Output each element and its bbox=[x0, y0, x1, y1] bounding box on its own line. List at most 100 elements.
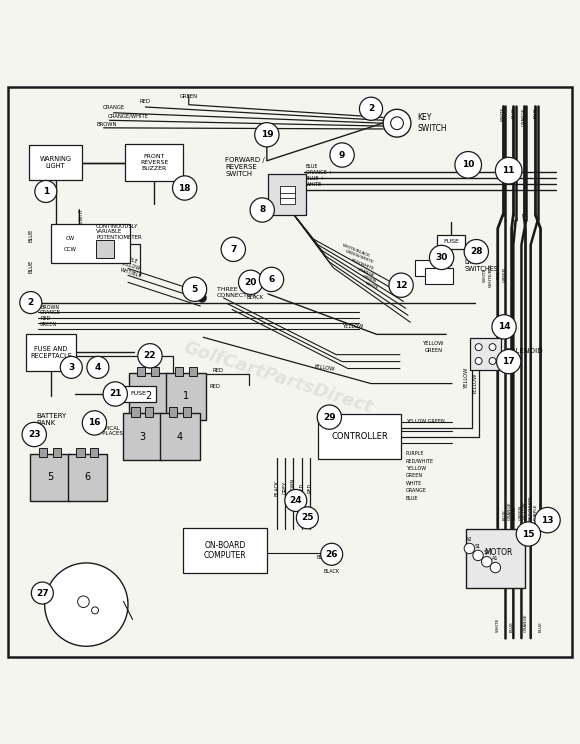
Text: TYPICAL
5 PLACES: TYPICAL 5 PLACES bbox=[96, 426, 122, 437]
Text: ORANGE: ORANGE bbox=[103, 106, 125, 110]
Circle shape bbox=[495, 157, 522, 184]
Text: RED/WHITE: RED/WHITE bbox=[350, 258, 375, 272]
Text: BLUE: BLUE bbox=[539, 621, 542, 632]
Text: LIMIT
SWITCHES: LIMIT SWITCHES bbox=[465, 259, 499, 272]
FancyBboxPatch shape bbox=[77, 447, 85, 458]
Text: 6: 6 bbox=[269, 275, 274, 284]
FancyBboxPatch shape bbox=[268, 174, 306, 216]
Text: RED: RED bbox=[299, 483, 304, 493]
Text: BROWN: BROWN bbox=[40, 304, 59, 310]
Text: 20: 20 bbox=[244, 278, 257, 287]
Text: WHITE: WHITE bbox=[306, 182, 322, 187]
Text: MOTOR: MOTOR bbox=[484, 548, 513, 557]
Text: ORANGE: ORANGE bbox=[357, 267, 375, 278]
Text: 30: 30 bbox=[436, 253, 448, 262]
Text: 22: 22 bbox=[144, 351, 156, 360]
FancyBboxPatch shape bbox=[188, 367, 197, 376]
Text: GolfCartPartsDirect: GolfCartPartsDirect bbox=[182, 339, 375, 417]
Text: BLUE: BLUE bbox=[512, 107, 516, 118]
FancyBboxPatch shape bbox=[425, 268, 453, 284]
Text: FRONT
REVERSE
BUZZER: FRONT REVERSE BUZZER bbox=[140, 154, 168, 171]
Text: RED: RED bbox=[212, 368, 223, 373]
Text: BLACK: BLACK bbox=[275, 480, 280, 496]
Text: GREEN: GREEN bbox=[361, 275, 376, 284]
Text: PURPLE: PURPLE bbox=[406, 451, 424, 455]
Text: BLUE: BLUE bbox=[28, 259, 33, 272]
FancyBboxPatch shape bbox=[280, 191, 295, 199]
FancyBboxPatch shape bbox=[183, 527, 267, 573]
Circle shape bbox=[391, 117, 404, 129]
Text: BLUE: BLUE bbox=[406, 496, 418, 501]
Text: 15: 15 bbox=[522, 530, 535, 539]
Text: FUSE: FUSE bbox=[130, 391, 146, 397]
Text: YELLOW: YELLOW bbox=[423, 341, 444, 346]
Circle shape bbox=[516, 522, 541, 546]
FancyBboxPatch shape bbox=[169, 407, 177, 417]
Text: ON-BOARD
COMPUTER: ON-BOARD COMPUTER bbox=[204, 540, 246, 560]
Text: SOLENOID: SOLENOID bbox=[506, 348, 543, 354]
Text: WHITE: WHITE bbox=[364, 281, 379, 290]
Text: 8: 8 bbox=[259, 205, 266, 214]
Text: BLACK: BLACK bbox=[69, 622, 89, 627]
Text: 2: 2 bbox=[145, 391, 151, 401]
Text: ORANGE: ORANGE bbox=[40, 310, 61, 315]
Text: ORANGE +: ORANGE + bbox=[306, 170, 332, 176]
Text: WHITE: WHITE bbox=[501, 107, 505, 121]
FancyBboxPatch shape bbox=[151, 367, 160, 376]
Text: 29: 29 bbox=[323, 413, 336, 422]
Text: 11: 11 bbox=[502, 166, 515, 175]
FancyBboxPatch shape bbox=[137, 367, 146, 376]
Circle shape bbox=[182, 277, 206, 301]
Text: YELLOW: YELLOW bbox=[406, 466, 426, 470]
Text: BROWN: BROWN bbox=[291, 478, 295, 497]
Text: GREEN: GREEN bbox=[180, 94, 198, 99]
Circle shape bbox=[31, 582, 53, 604]
Circle shape bbox=[259, 267, 284, 292]
Text: YELLOW: YELLOW bbox=[314, 364, 336, 372]
Text: CW: CW bbox=[66, 237, 75, 241]
Text: WHITE/BLK: WHITE/BLK bbox=[490, 263, 494, 286]
Circle shape bbox=[60, 356, 82, 379]
Text: BROWN: BROWN bbox=[96, 122, 117, 126]
Text: A2: A2 bbox=[466, 536, 473, 542]
Circle shape bbox=[330, 143, 354, 167]
FancyBboxPatch shape bbox=[26, 334, 77, 371]
Text: PURPLE: PURPLE bbox=[119, 254, 139, 264]
FancyBboxPatch shape bbox=[30, 454, 70, 501]
Circle shape bbox=[255, 123, 279, 147]
Text: YELLOW: YELLOW bbox=[464, 367, 469, 388]
Text: 19: 19 bbox=[260, 130, 273, 139]
Circle shape bbox=[492, 315, 516, 339]
Text: GREY: GREY bbox=[148, 397, 161, 401]
Text: WHITE: WHITE bbox=[513, 505, 517, 519]
Text: ORANGE: ORANGE bbox=[524, 614, 527, 632]
FancyBboxPatch shape bbox=[166, 373, 205, 420]
Text: FUSE AND
RECEPTACLE: FUSE AND RECEPTACLE bbox=[30, 346, 72, 359]
Text: 9: 9 bbox=[339, 150, 345, 159]
Text: 5: 5 bbox=[47, 472, 53, 482]
Circle shape bbox=[464, 543, 474, 554]
Circle shape bbox=[198, 288, 206, 296]
Text: GREEN: GREEN bbox=[425, 348, 443, 353]
FancyBboxPatch shape bbox=[121, 386, 156, 402]
Circle shape bbox=[464, 240, 488, 264]
Text: S1: S1 bbox=[475, 544, 481, 548]
Text: 17: 17 bbox=[502, 357, 515, 366]
FancyBboxPatch shape bbox=[96, 240, 114, 258]
Text: A1: A1 bbox=[492, 556, 499, 561]
Text: WHT/BLK: WHT/BLK bbox=[119, 266, 142, 278]
FancyBboxPatch shape bbox=[466, 529, 525, 588]
Circle shape bbox=[490, 562, 501, 573]
Circle shape bbox=[489, 358, 496, 365]
Text: ORANGE: ORANGE bbox=[522, 107, 525, 126]
Text: RED/WHITE: RED/WHITE bbox=[406, 458, 434, 463]
Text: ORANGE: ORANGE bbox=[406, 488, 427, 493]
Circle shape bbox=[535, 507, 560, 533]
Text: WHITE: WHITE bbox=[406, 481, 422, 486]
Text: 1: 1 bbox=[43, 187, 49, 196]
Circle shape bbox=[296, 507, 318, 529]
Text: GREEN: GREEN bbox=[406, 473, 423, 478]
Text: ORANGE: ORANGE bbox=[508, 501, 512, 519]
Circle shape bbox=[475, 344, 482, 350]
Circle shape bbox=[383, 109, 411, 137]
